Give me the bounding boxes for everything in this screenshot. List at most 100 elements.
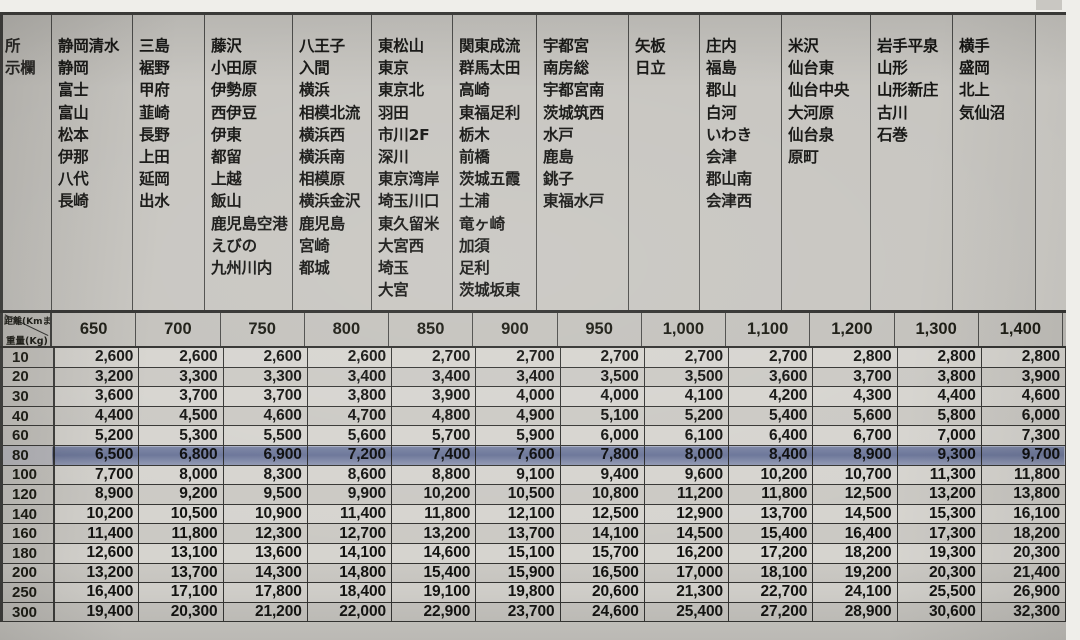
- rate-cell: 9,700: [981, 445, 1066, 465]
- area-name: 会津西: [706, 192, 752, 211]
- distance-header-cell: 900: [473, 313, 558, 346]
- rate-cell: 18,100: [729, 563, 814, 583]
- rate-cell: 5,500: [223, 426, 308, 445]
- rate-cell: 9,200: [139, 485, 224, 504]
- area-name: 銚子: [543, 170, 574, 189]
- paper-top-margin: [0, 0, 1080, 14]
- rate-cell: 7,200: [307, 445, 392, 465]
- rate-cell: 25,500: [897, 583, 982, 602]
- area-name: 前橋: [459, 148, 490, 167]
- rate-cell: 14,500: [644, 524, 729, 543]
- rate-cell: 12,900: [644, 504, 729, 524]
- area-name: 横浜南: [299, 148, 345, 167]
- area-name: 伊那: [58, 148, 89, 167]
- area-name: 宇都宮南: [543, 81, 605, 100]
- rate-cell: 3,800: [307, 387, 392, 406]
- rate-cell: 5,200: [55, 426, 140, 445]
- rate-cell: 10,700: [813, 465, 898, 485]
- area-name: 茨城坂東: [459, 281, 521, 300]
- area-name: 伊勢原: [211, 81, 257, 100]
- area-name: 東京北: [378, 81, 424, 100]
- rate-cell: 6,100: [644, 426, 729, 445]
- rate-cell: 15,300: [897, 504, 982, 524]
- rate-cell: 8,800: [392, 465, 477, 485]
- area-column-10: 米沢 仙台東 仙台中央 大河原 仙台泉 原町: [782, 15, 871, 310]
- rate-cell: 3,800: [897, 367, 982, 387]
- rate-cell: 6,700: [813, 426, 898, 445]
- rate-cell: 4,800: [392, 406, 477, 426]
- rate-cell: 17,100: [139, 583, 224, 602]
- weight-label-cell: 40: [3, 406, 55, 426]
- weight-label-cell: 30: [3, 387, 55, 406]
- rate-cell: 5,200: [644, 406, 729, 426]
- weight-label-cell: 100: [3, 465, 55, 485]
- area-name: 裾野: [139, 59, 170, 78]
- rate-cell: 16,200: [644, 543, 729, 563]
- rate-cell: 8,900: [55, 485, 140, 504]
- area-name: 郡山: [706, 81, 737, 100]
- rate-cell: 13,800: [981, 485, 1066, 504]
- area-name: 原町: [788, 148, 819, 167]
- rate-cell: 5,700: [392, 426, 477, 445]
- area-name: 矢板: [635, 37, 666, 55]
- area-name: 郡山南: [706, 170, 752, 189]
- rate-cell: 3,500: [560, 367, 645, 387]
- rate-cell: 9,500: [223, 485, 308, 504]
- paper-right-margin: [1064, 0, 1080, 640]
- weight-axis-label: 重量(Kg): [6, 336, 48, 346]
- rate-cell: 11,200: [644, 485, 729, 504]
- table-row: 40 4,400 4,500 4,600 4,700 4,800 4,900 5,100 5,2…: [3, 406, 1066, 427]
- rate-cell: 18,200: [813, 543, 898, 563]
- rate-cell: 3,700: [139, 387, 224, 406]
- weight-label-cell: 10: [3, 348, 55, 367]
- area-name: 栃木: [459, 125, 490, 144]
- rate-cell: 15,400: [392, 563, 477, 583]
- rate-cell: 19,400: [55, 602, 140, 622]
- rate-cell: 6,800: [139, 445, 224, 465]
- area-name: 甲府: [139, 81, 170, 100]
- rate-cell: 6,000: [560, 426, 645, 445]
- distance-header-cell: 650: [52, 313, 137, 346]
- rate-cell: 4,900: [476, 406, 561, 426]
- area-name: 日立: [635, 59, 666, 78]
- rate-cell: 3,200: [55, 367, 140, 387]
- weight-label-cell: 200: [3, 563, 55, 583]
- rate-cell: 15,700: [560, 543, 645, 563]
- distance-header-cell: 950: [557, 313, 642, 346]
- area-name: 東京湾岸: [378, 170, 440, 189]
- rate-cell: 18,200: [981, 524, 1066, 543]
- rate-cell: 9,600: [644, 465, 729, 485]
- rate-cell: 12,500: [560, 504, 645, 524]
- area-name: 米沢: [788, 37, 819, 55]
- table-row: 300 19,400 20,300 21,200 22,000 22,900 23,700 2…: [3, 602, 1066, 623]
- area-name: 福島: [706, 59, 737, 78]
- rate-cell: 8,300: [223, 465, 308, 485]
- rate-cell: 2,800: [981, 348, 1066, 367]
- distance-header-cell: 800: [304, 313, 389, 346]
- area-name: 竜ヶ崎: [459, 214, 505, 233]
- rate-cell: 9,300: [897, 445, 982, 465]
- rate-cell: 14,500: [813, 504, 898, 524]
- rate-cell: 24,100: [813, 583, 898, 602]
- area-name: 北上: [959, 81, 990, 100]
- rate-cell: 4,200: [729, 387, 814, 406]
- area-name: 山形新庄: [877, 81, 939, 100]
- rate-cell: 21,400: [981, 563, 1066, 583]
- rate-cell: 30,600: [897, 602, 982, 622]
- table-row: 250 16,400 17,100 17,800 18,400 19,100 19,800 2…: [3, 583, 1066, 603]
- rate-cell: 11,300: [897, 465, 982, 485]
- rate-cell: 8,400: [729, 445, 814, 465]
- rate-cell: 4,400: [897, 387, 982, 406]
- rate-cell: 22,000: [307, 602, 392, 622]
- rate-cell: 3,600: [729, 367, 814, 387]
- rate-cell: 11,800: [392, 504, 477, 524]
- rate-cell: 2,600: [55, 348, 140, 367]
- rate-cell: 4,500: [139, 406, 224, 426]
- area-name: 深川: [378, 148, 409, 167]
- distance-header-cell: 750: [220, 313, 305, 346]
- area-name: 宇都宮: [543, 37, 589, 55]
- rate-cell: 6,900: [223, 445, 308, 465]
- rate-cell: 21,300: [644, 583, 729, 602]
- distance-header-cell: 1,400: [978, 313, 1063, 346]
- rate-cell: 20,300: [897, 563, 982, 583]
